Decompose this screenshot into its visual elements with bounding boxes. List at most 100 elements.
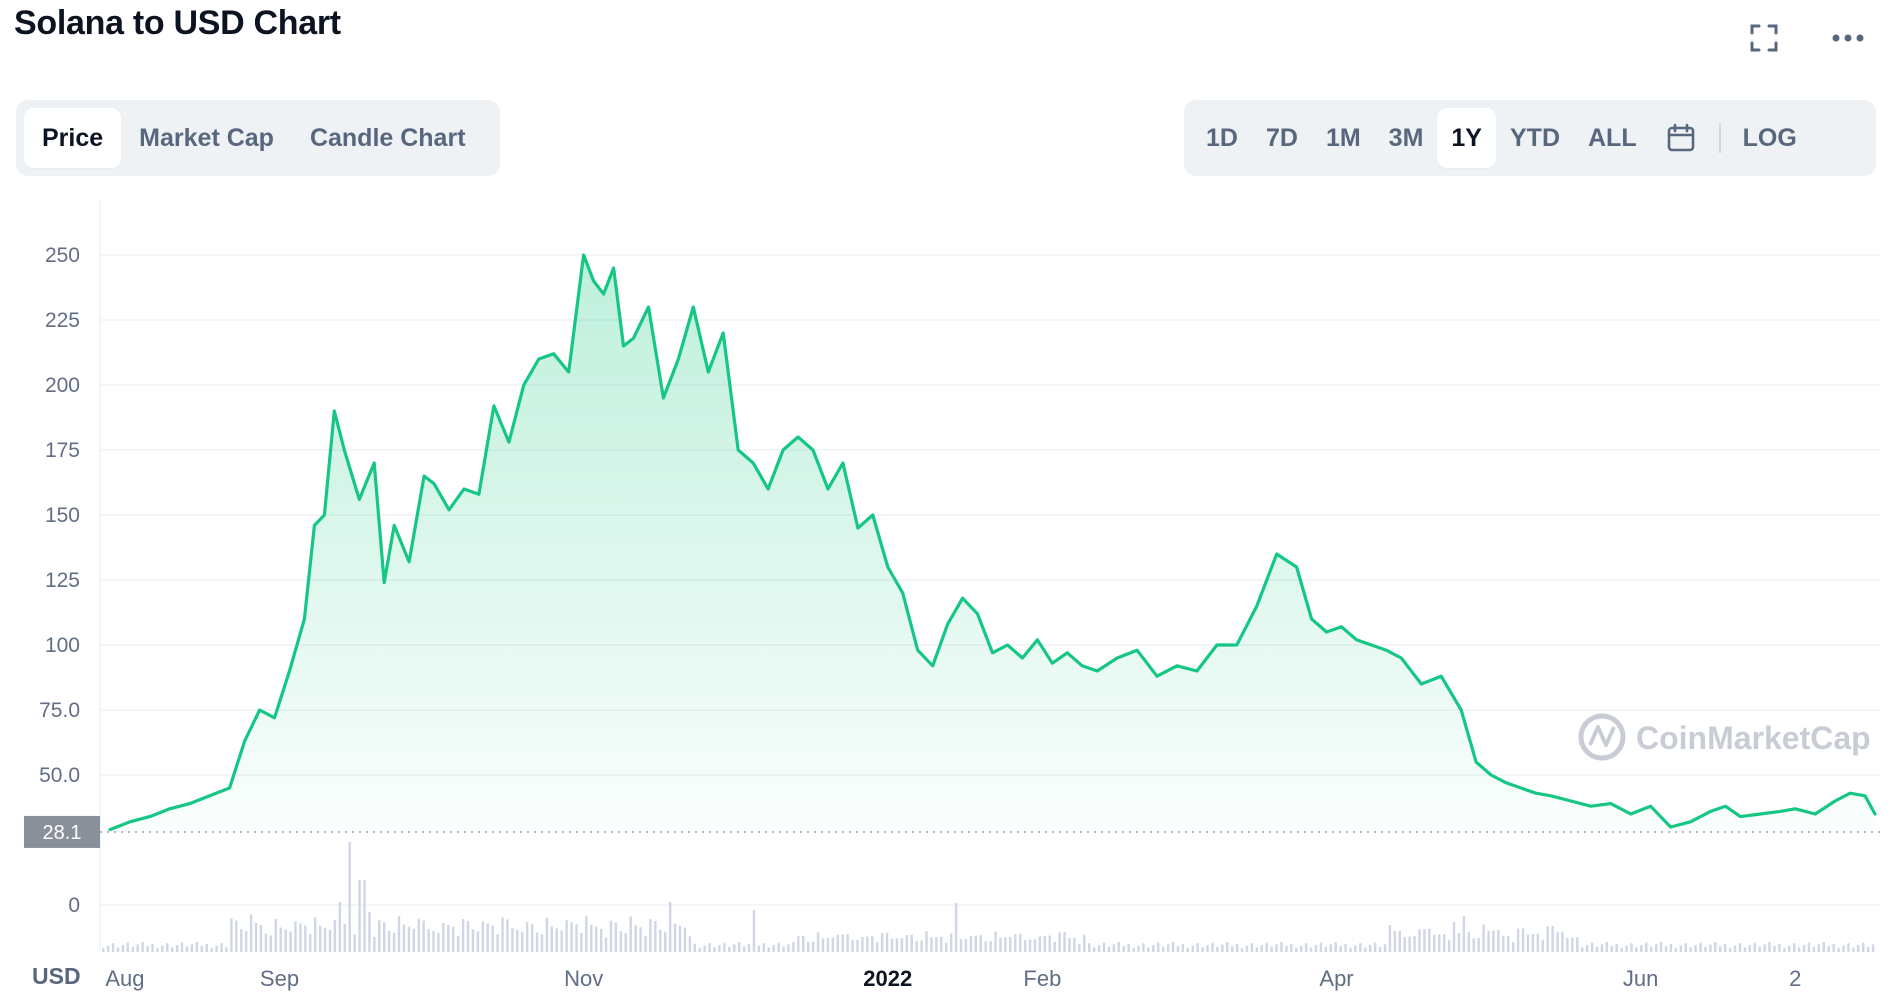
volume-bar xyxy=(1507,935,1510,952)
volume-bars xyxy=(102,842,1875,952)
volume-bar xyxy=(1778,943,1781,952)
range-1y[interactable]: 1Y xyxy=(1437,108,1496,168)
volume-bar xyxy=(1083,934,1086,952)
volume-bar xyxy=(205,943,208,952)
volume-bar xyxy=(392,932,396,952)
volume-bar xyxy=(1240,948,1244,952)
volume-bar xyxy=(1226,942,1229,952)
tab-market-cap[interactable]: Market Cap xyxy=(139,123,274,152)
volume-bar xyxy=(994,931,997,952)
range-all[interactable]: ALL xyxy=(1588,123,1637,152)
volume-bar xyxy=(747,943,751,952)
volume-bar xyxy=(935,937,938,952)
volume-bar xyxy=(964,938,968,952)
volume-bar xyxy=(1122,946,1125,952)
tab-price[interactable]: Price xyxy=(24,108,122,168)
volume-bar xyxy=(831,937,835,952)
volume-bar xyxy=(540,934,544,952)
volume-bar xyxy=(900,938,904,952)
price-area-fill xyxy=(110,255,1875,832)
volume-bar xyxy=(1433,934,1436,952)
volume-bar xyxy=(940,936,943,952)
volume-bar xyxy=(333,919,337,952)
volume-bar xyxy=(530,923,534,952)
range-1m[interactable]: 1M xyxy=(1325,123,1361,152)
volume-bar xyxy=(742,946,746,952)
range-1d[interactable]: 1D xyxy=(1206,123,1238,152)
volume-bar xyxy=(1009,937,1012,952)
volume-bar xyxy=(713,947,716,952)
volume-bar xyxy=(1802,945,1806,952)
volume-bar xyxy=(1048,935,1051,952)
volume-bar xyxy=(959,939,963,952)
volume-bar xyxy=(496,934,499,952)
range-ytd[interactable]: YTD xyxy=(1510,123,1560,152)
tab-candle-chart[interactable]: Candle Chart xyxy=(309,123,466,152)
volume-bar xyxy=(432,931,435,952)
range-3m[interactable]: 3M xyxy=(1388,123,1424,152)
volume-bar xyxy=(1561,931,1564,952)
y-tick-label: 175 xyxy=(45,439,80,462)
volume-bar xyxy=(1413,936,1416,952)
volume-bar xyxy=(437,933,440,952)
volume-bar xyxy=(1442,934,1446,952)
volume-bar xyxy=(806,942,810,952)
volume-bar xyxy=(629,916,632,952)
volume-bar xyxy=(407,926,411,952)
volume-bar xyxy=(890,938,894,952)
volume-bar xyxy=(323,927,327,952)
volume-bar xyxy=(930,937,933,952)
volume-bar xyxy=(1516,928,1520,952)
log-scale-toggle[interactable]: LOG xyxy=(1742,123,1797,152)
volume-bar xyxy=(412,928,415,952)
volume-bar xyxy=(264,933,268,952)
volume-bar xyxy=(1763,944,1766,952)
volume-bar xyxy=(486,923,489,952)
volume-bar xyxy=(723,942,726,952)
volume-bar xyxy=(708,943,711,952)
volume-bar xyxy=(688,936,692,952)
volume-bar xyxy=(1245,945,1249,952)
volume-bar xyxy=(1073,937,1076,952)
volume-bar xyxy=(1866,946,1870,952)
top-actions xyxy=(1744,18,1868,58)
volume-bar xyxy=(1758,946,1761,952)
fullscreen-button[interactable] xyxy=(1744,18,1784,58)
volume-bar xyxy=(1768,942,1771,952)
volume-bar xyxy=(802,935,805,952)
volume-bar xyxy=(1161,946,1165,952)
volume-bar xyxy=(1837,948,1840,952)
volume-bar xyxy=(984,941,987,952)
volume-bar xyxy=(989,941,992,952)
volume-bar xyxy=(673,923,677,952)
volume-bar xyxy=(447,925,450,952)
range-7d[interactable]: 7D xyxy=(1265,123,1298,152)
volume-bar xyxy=(1531,934,1535,952)
volume-bar xyxy=(1832,943,1835,952)
volume-bar xyxy=(141,942,144,952)
volume-bar xyxy=(1181,943,1185,952)
volume-bar xyxy=(289,931,292,952)
volume-bar xyxy=(826,938,830,952)
volume-bar xyxy=(1324,946,1328,952)
volume-bar xyxy=(427,929,430,952)
volume-bar xyxy=(1295,948,1298,952)
volume-bar xyxy=(1186,948,1189,952)
volume-bar xyxy=(1699,942,1702,952)
more-options-button[interactable] xyxy=(1828,18,1868,58)
volume-bar xyxy=(452,927,455,952)
page-title: Solana to USD Chart xyxy=(14,4,341,42)
volume-bar xyxy=(1477,938,1480,952)
volume-bar xyxy=(668,902,672,952)
volume-bar xyxy=(974,935,978,952)
volume-bar xyxy=(654,921,657,952)
volume-bar xyxy=(1659,942,1663,952)
date-range-picker-button[interactable] xyxy=(1651,108,1711,168)
volume-bar xyxy=(417,918,420,952)
volume-bar xyxy=(215,945,218,952)
volume-bar xyxy=(555,928,558,952)
volume-bar xyxy=(599,928,603,952)
volume-bar xyxy=(1438,934,1441,952)
volume-bar xyxy=(1137,945,1140,952)
